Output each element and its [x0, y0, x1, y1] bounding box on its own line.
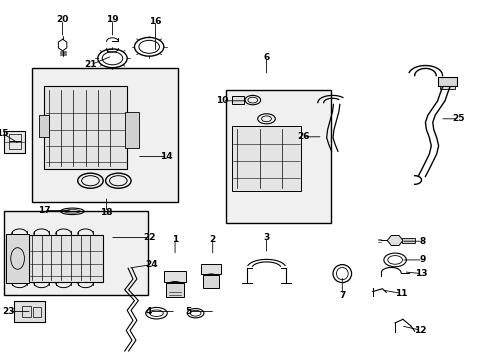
Bar [225, 90, 330, 223]
Text: 9: 9 [419, 256, 426, 264]
Text: 11: 11 [394, 289, 407, 298]
Text: 16: 16 [149, 17, 162, 26]
Bar [4, 131, 25, 153]
Bar [9, 141, 20, 149]
Bar [33, 307, 41, 317]
Text: 17: 17 [38, 206, 50, 215]
Text: 15: 15 [0, 129, 9, 138]
Bar [437, 77, 456, 86]
Text: 14: 14 [160, 152, 172, 161]
Bar [14, 301, 45, 322]
Bar [164, 271, 185, 282]
Bar [21, 306, 31, 317]
Bar [232, 96, 244, 104]
Bar [166, 283, 183, 297]
Text: 10: 10 [216, 96, 228, 105]
Text: 25: 25 [451, 114, 464, 123]
Bar [203, 275, 219, 288]
Text: 21: 21 [84, 60, 97, 69]
Polygon shape [386, 235, 402, 246]
Text: 4: 4 [145, 307, 152, 316]
Bar [44, 86, 127, 169]
Bar [29, 235, 102, 282]
Text: 7: 7 [338, 291, 345, 300]
Bar [9, 134, 20, 141]
Bar [401, 238, 414, 243]
Text: 5: 5 [185, 307, 191, 316]
Text: 12: 12 [413, 325, 426, 335]
Text: 1: 1 [172, 235, 178, 244]
Text: 2: 2 [209, 235, 215, 244]
Bar [32, 68, 178, 202]
Text: 26: 26 [296, 132, 309, 141]
Bar [39, 115, 49, 137]
Bar [6, 234, 29, 283]
Polygon shape [58, 39, 67, 51]
Bar [232, 126, 300, 191]
Text: 24: 24 [145, 260, 158, 269]
Text: 19: 19 [106, 15, 119, 24]
Text: 23: 23 [2, 307, 15, 316]
Bar [439, 86, 454, 89]
Text: 3: 3 [263, 233, 269, 242]
Bar [4, 211, 148, 295]
Text: 18: 18 [100, 208, 113, 217]
Text: 8: 8 [419, 237, 425, 246]
Text: 13: 13 [414, 269, 427, 278]
Text: 6: 6 [263, 53, 269, 62]
Text: 20: 20 [56, 15, 69, 24]
Bar [201, 264, 221, 274]
Bar [124, 112, 139, 148]
Text: 22: 22 [142, 233, 155, 242]
